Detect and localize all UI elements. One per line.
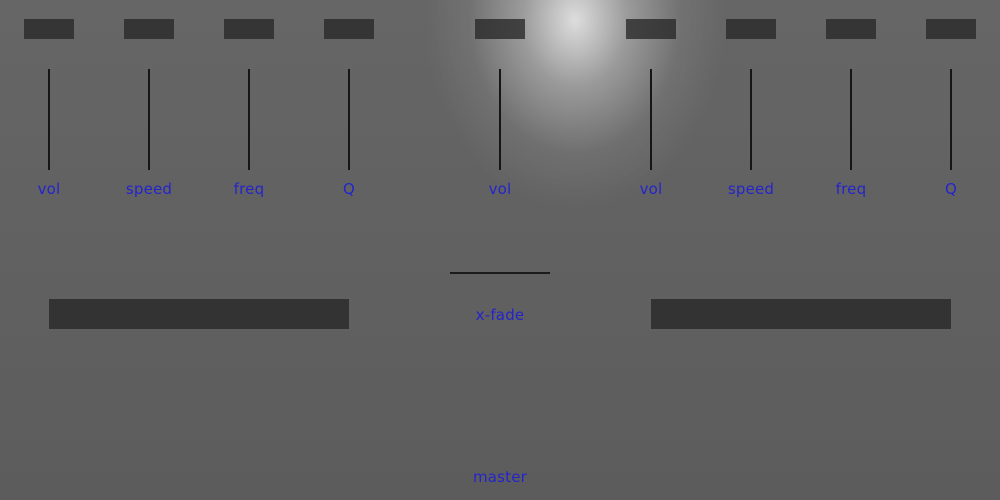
center-vol-button[interactable] <box>475 19 525 39</box>
deck-b-vol-slider[interactable] <box>650 69 652 170</box>
deck-a-q-button[interactable] <box>324 19 374 39</box>
deck-a-vol-label: vol <box>37 180 61 198</box>
deck-a-level-bar <box>49 299 349 329</box>
deck-b-freq-label: freq <box>835 180 867 198</box>
deck-a-q-slider[interactable] <box>348 69 350 170</box>
deck-b-speed-button[interactable] <box>726 19 776 39</box>
deck-a-freq-slider[interactable] <box>248 69 250 170</box>
deck-b-vol-button[interactable] <box>626 19 676 39</box>
center-vol-slider[interactable] <box>499 69 501 170</box>
deck-a-freq-label: freq <box>233 180 265 198</box>
deck-b-level-bar <box>651 299 951 329</box>
deck-a-speed-button[interactable] <box>124 19 174 39</box>
crossfader-slider[interactable] <box>450 272 550 274</box>
deck-b-speed-label: speed <box>727 180 775 198</box>
deck-a-vol-button[interactable] <box>24 19 74 39</box>
deck-b-vol-label: vol <box>639 180 663 198</box>
deck-a-freq-button[interactable] <box>224 19 274 39</box>
deck-b-q-label: Q <box>944 180 957 198</box>
deck-a-vol-slider[interactable] <box>48 69 50 170</box>
deck-b-q-button[interactable] <box>926 19 976 39</box>
deck-b-freq-button[interactable] <box>826 19 876 39</box>
deck-a-speed-slider[interactable] <box>148 69 150 170</box>
center-vol-label: vol <box>488 180 512 198</box>
deck-b-freq-slider[interactable] <box>850 69 852 170</box>
deck-a-speed-label: speed <box>125 180 173 198</box>
master-label: master <box>472 468 528 486</box>
deck-b-speed-slider[interactable] <box>750 69 752 170</box>
deck-a-q-label: Q <box>342 180 355 198</box>
crossfader-label: x-fade <box>475 306 525 324</box>
deck-b-q-slider[interactable] <box>950 69 952 170</box>
